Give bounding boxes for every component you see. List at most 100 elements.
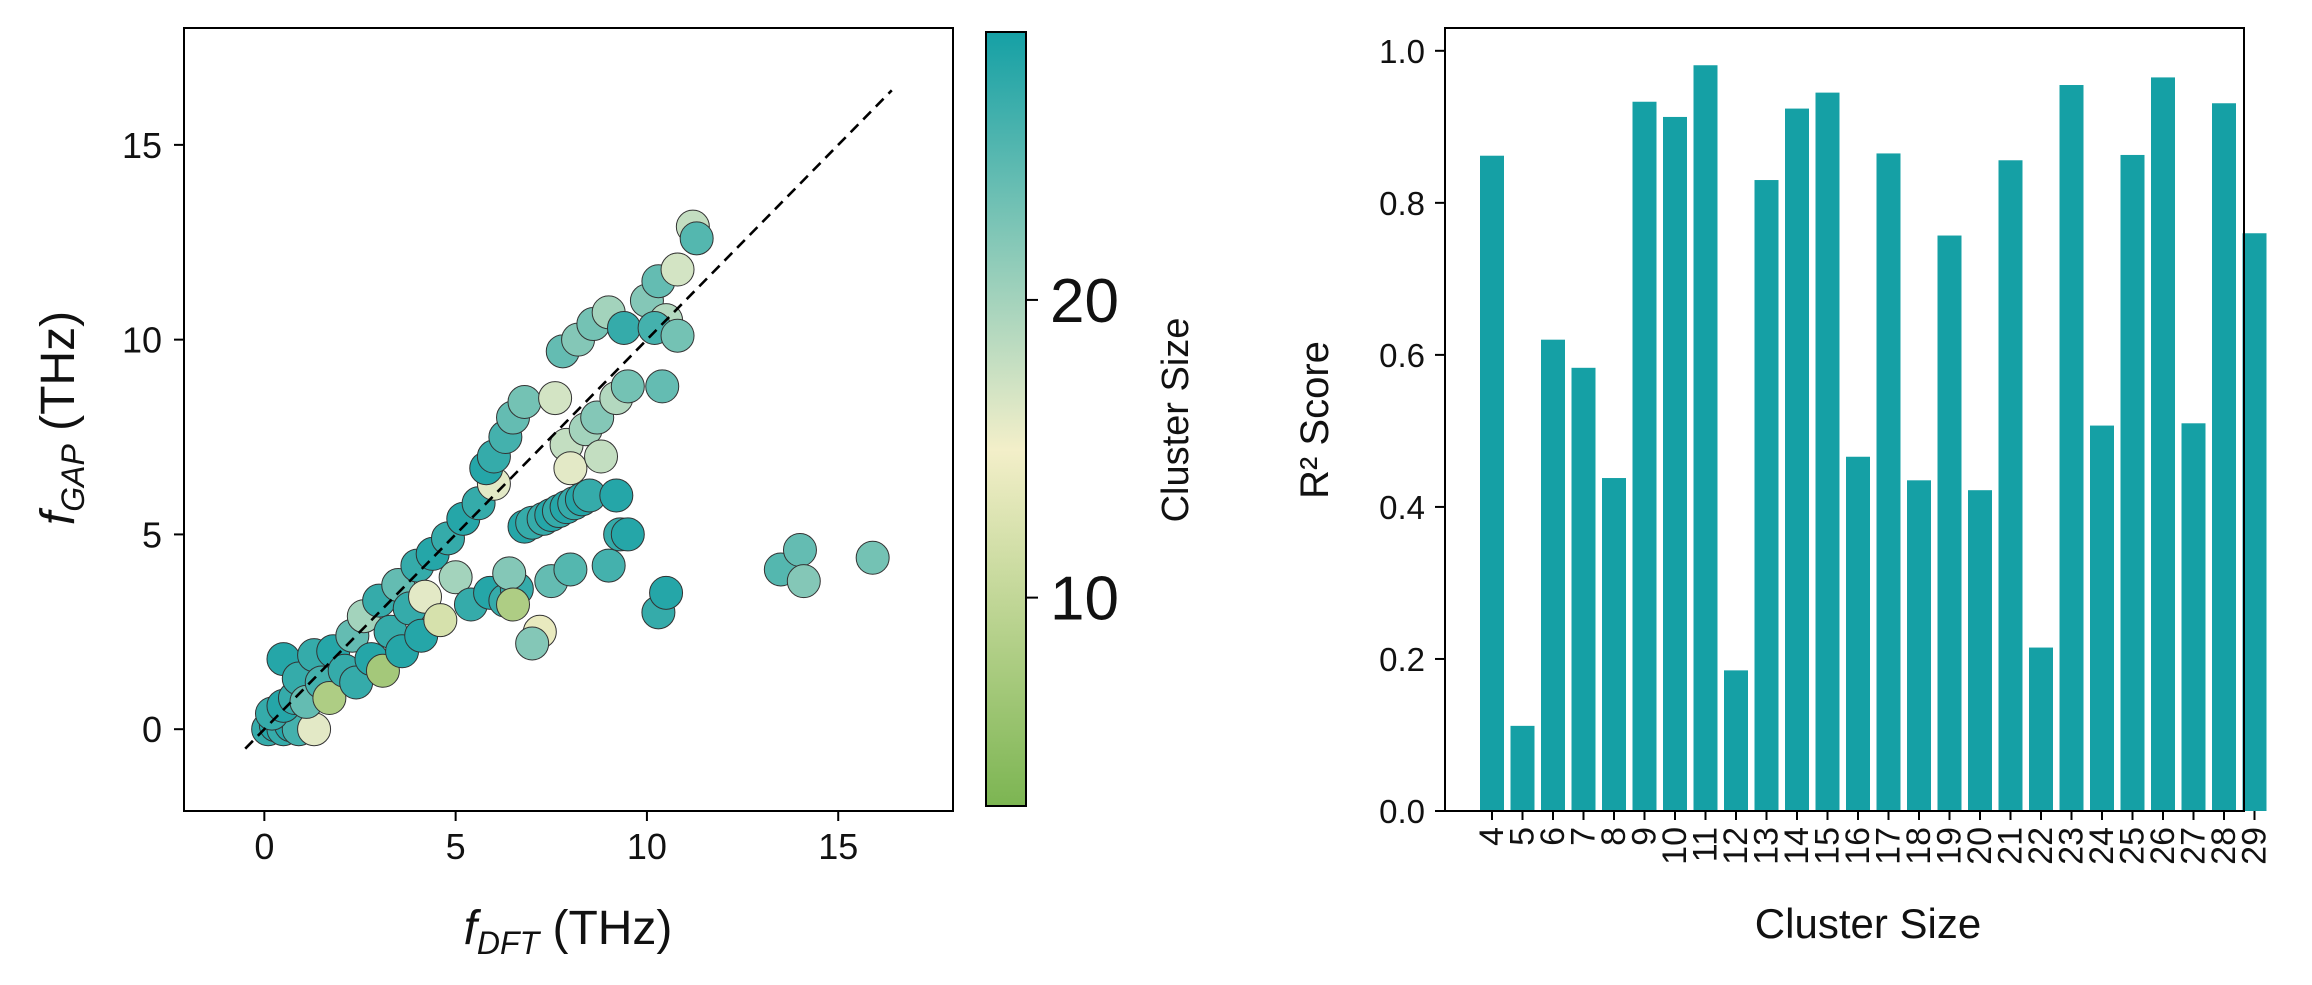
bar-22 <box>2029 647 2053 811</box>
bar-x-tick-label: 22 <box>2022 827 2060 865</box>
scatter-point <box>423 603 458 638</box>
scatter-y-axis-title: fGAP (THz) <box>32 311 91 525</box>
bar-21 <box>1998 160 2023 811</box>
bar-28 <box>2212 103 2236 812</box>
bar-x-tick-label: 15 <box>1809 827 1847 865</box>
bar-y-tick-label: 0.8 <box>1379 185 1425 222</box>
bar-23 <box>2059 85 2084 811</box>
bar-x-tick-label: 6 <box>1534 827 1572 846</box>
bar-25 <box>2120 154 2145 812</box>
bar-x-tick-label: 7 <box>1565 827 1603 846</box>
bar-x-tick-label: 19 <box>1931 827 1969 865</box>
scatter-point <box>610 517 645 552</box>
bar-12 <box>1724 670 1748 811</box>
scatter-points <box>251 209 890 747</box>
bar-10 <box>1663 116 1687 811</box>
bar-x-tick-label: 11 <box>1687 827 1725 862</box>
colorbar-gradient <box>985 31 1027 807</box>
scatter-x-tick-label: 10 <box>627 826 667 867</box>
scatter-axes-frame <box>183 27 954 812</box>
scatter-x-tick-label: 0 <box>254 826 274 867</box>
colorbar: 10 20 Cluster Size <box>985 31 1197 807</box>
scatter-point <box>591 548 626 583</box>
bar-4 <box>1480 155 1504 811</box>
bar-9 <box>1632 101 1657 812</box>
bar-x-tick-label: 12 <box>1717 827 1755 865</box>
colorbar-tick-label: 10 <box>1050 565 1119 634</box>
scatter-y-tick-label: 5 <box>142 514 162 555</box>
bar-26 <box>2151 77 2175 812</box>
scatter-y-ticks: 0 5 10 15 <box>122 125 184 750</box>
bar-19 <box>1937 235 1962 811</box>
scatter-point <box>438 560 473 595</box>
bar-18 <box>1907 480 1931 811</box>
scatter-point <box>782 533 817 567</box>
scatter-point <box>786 564 821 599</box>
bar-panel: 0.00.20.40.60.81.0 456789101112131415161… <box>1293 27 2274 947</box>
scatter-point <box>660 252 695 287</box>
scatter-y-tick-label: 0 <box>142 709 162 750</box>
scatter-point <box>610 369 645 404</box>
scatter-point <box>606 310 641 345</box>
bar-6 <box>1541 339 1565 811</box>
scatter-point <box>515 626 550 661</box>
scatter-x-ticks: 0 5 10 15 <box>254 811 858 867</box>
scatter-y-tick-label: 10 <box>122 320 162 361</box>
scatter-panel: 0 5 10 15 0 5 10 15 fDFT (THz) fGAP (THz) <box>32 27 954 961</box>
bar-x-tick-label: 9 <box>1626 827 1664 846</box>
bar-7 <box>1571 367 1596 811</box>
bar-x-tick-label: 29 <box>2236 827 2274 865</box>
bar-x-tick-label: 25 <box>2114 827 2152 865</box>
bar-17 <box>1876 153 1901 812</box>
bar-x-tick-label: 16 <box>1839 827 1877 865</box>
bar-x-tick-label: 8 <box>1595 827 1633 846</box>
scatter-point <box>645 369 680 404</box>
bar-y-axis-title: R² Score <box>1293 341 1337 499</box>
bar-x-tick-label: 23 <box>2053 827 2091 865</box>
scatter-x-tick-label: 5 <box>446 826 466 867</box>
scatter-x-tick-label: 15 <box>818 826 858 867</box>
bar-y-tick-label: 0.2 <box>1379 641 1425 678</box>
scatter-point <box>312 681 347 716</box>
bar-x-tick-label: 28 <box>2205 827 2243 865</box>
bar-24 <box>2090 425 2114 811</box>
bar-15 <box>1815 92 1840 811</box>
bar-5 <box>1510 725 1535 811</box>
bar-x-tick-label: 26 <box>2144 827 2182 865</box>
scatter-point <box>496 587 531 622</box>
colorbar-label: Cluster Size <box>1155 318 1197 523</box>
reference-line <box>244 89 893 750</box>
bar-x-tick-label: 4 <box>1473 827 1511 846</box>
bar-x-tick-label: 21 <box>1992 827 2030 865</box>
bar-x-tick-label: 18 <box>1900 827 1938 865</box>
bar-13 <box>1754 180 1779 812</box>
scatter-x-axis-title: fDFT (THz) <box>464 902 673 961</box>
bar-x-tick-label: 17 <box>1870 827 1908 865</box>
bar-x-tick-label: 5 <box>1504 827 1542 846</box>
scatter-point <box>553 552 588 587</box>
bar-11 <box>1693 65 1718 811</box>
bar-x-ticks: 4567891011121314151617181920212223242526… <box>1473 811 2274 865</box>
colorbar-tick-label: 20 <box>1050 267 1119 336</box>
bars <box>1480 65 2267 812</box>
bar-29 <box>2242 233 2267 811</box>
scatter-point <box>492 556 527 591</box>
bar-y-tick-label: 0.6 <box>1379 337 1425 374</box>
scatter-point <box>599 478 634 513</box>
bar-16 <box>1846 456 1870 811</box>
scatter-y-tick-label: 15 <box>122 125 162 166</box>
bar-y-ticks: 0.0 0.2 0.4 0.6 0.8 1.0 <box>1379 33 1445 830</box>
colorbar-ticks: 10 20 <box>1026 267 1119 634</box>
scatter-point <box>538 381 573 416</box>
bar-20 <box>1968 490 1992 811</box>
bar-x-tick-label: 24 <box>2083 827 2121 865</box>
scatter-point <box>507 384 542 419</box>
bar-x-tick-label: 14 <box>1778 827 1816 865</box>
bar-y-tick-label: 1.0 <box>1379 33 1425 70</box>
scatter-point <box>855 540 890 575</box>
scatter-point <box>660 318 695 353</box>
bar-8 <box>1602 478 1626 811</box>
bar-x-axis-title: Cluster Size <box>1755 900 1981 947</box>
scatter-point <box>584 439 619 474</box>
